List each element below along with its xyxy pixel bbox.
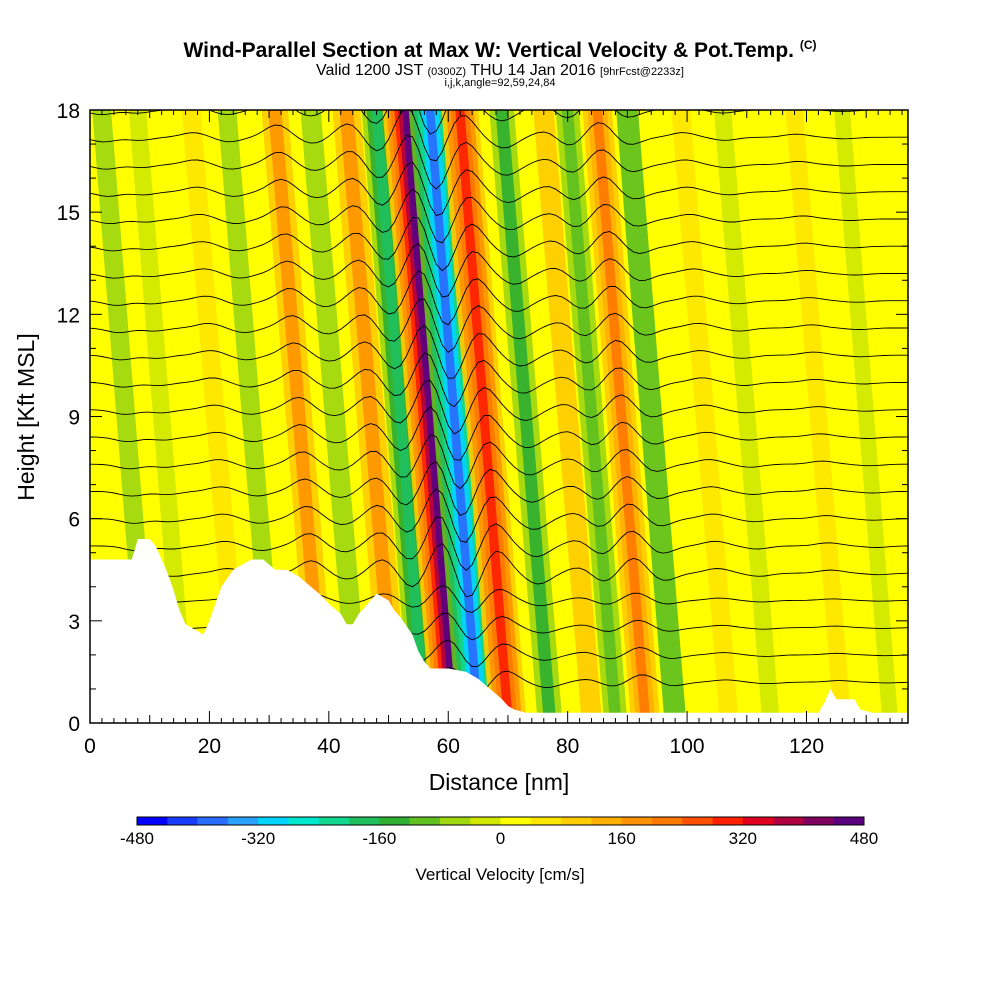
theta-contour-14 [90,270,908,326]
x-tick-label: 0 [84,735,96,758]
x-tick-label: 20 [198,735,221,758]
theta-contour-21 [90,110,908,135]
valid-time: Valid 1200 JST [316,62,424,79]
theta-contour-5 [90,516,908,572]
colorbar-swatch [500,817,532,825]
colorbar-frame [136,816,865,826]
w-band-19-0 [834,110,899,723]
colorbar-tick-label: -160 [362,829,396,848]
colorbar-swatch [773,817,804,825]
chart-subtitle: Valid 1200 JST (0300Z) THU 14 Jan 2016 [… [0,62,1000,80]
colorbar-title: Vertical Velocity [cm/s] [415,865,584,884]
y-tick-label: 18 [57,100,80,123]
y-tick-label: 6 [68,509,80,532]
theta-contour-19 [90,135,908,190]
w-band-2-0 [181,110,249,723]
colorbar-swatch [379,817,410,825]
grid-info: i,j,k,angle=92,59,24,84 [444,77,556,89]
colorbar-swatch [409,817,441,825]
x-tick-label: 40 [317,735,340,758]
w-band-9-4 [425,110,483,723]
colorbar-tick-label: 480 [850,829,878,848]
theta-contour-7 [90,461,908,516]
colorbar-tick-label: -320 [241,829,275,848]
colorbar-swatch [197,817,229,825]
colorbar-tick-label: 160 [607,829,635,848]
theta-contour-16 [90,217,908,272]
colorbar-swatch [682,817,713,825]
colorbar-swatch [470,817,501,825]
colorbar-swatch [439,817,471,825]
x-tick-label: 100 [670,735,705,758]
colorbar-swatch [803,817,835,825]
chart-title: Wind-Parallel Section at Max W: Vertical… [0,38,1000,63]
theta-contour-9 [90,406,908,461]
theta-contour-8 [90,434,908,490]
theta-contour-12 [90,324,908,379]
chart-title-text: Wind-Parallel Section at Max W: Vertical… [183,39,794,62]
colorbar-swatch [742,817,774,825]
y-tick-label: 3 [68,611,80,634]
w-band-1-0 [128,110,195,723]
w-band-6-1 [339,110,402,723]
valid-date: THU 14 Jan 2016 [470,62,596,79]
colorbar-swatch [651,817,683,825]
colorbar-swatch [712,817,744,825]
colorbar: -480 -320 -160 0 160 320 480 [120,816,878,848]
w-band-18-0 [785,110,852,723]
x-tick-label: 80 [556,735,579,758]
theta-contour-17 [90,188,908,244]
colorbar-swatch [137,817,168,825]
copyright-mark: (C) [799,38,817,52]
w-band-17-0 [713,110,780,723]
colorbar-swatch [258,817,289,825]
colorbar-tick-label: -480 [120,829,154,848]
theta-contour-13 [90,298,908,353]
colorbar-tick-label: 320 [729,829,757,848]
axes: 0 20 40 60 80 100 120 0 3 6 9 12 15 18 [57,100,908,758]
w-band-7-2 [371,110,430,723]
colorbar-swatch [227,817,259,825]
colorbar-swatch [833,817,865,825]
x-axis-title: Distance [nm] [429,769,570,795]
w-band-10-3 [455,110,513,723]
theta-contour-20 [90,110,908,162]
w-band-11-1 [495,110,557,723]
colorbar-swatch [288,817,320,825]
plot-area [90,110,908,723]
theta-contour-4 [90,542,908,598]
terrain-mask [90,539,908,723]
x-tick-label: 60 [437,735,460,758]
colorbar-tick-label: 0 [496,829,505,848]
colorbar-swatch [561,817,592,825]
theta-contour-6 [90,488,908,543]
colorbar-swatch [318,817,350,825]
w-band-13-1 [561,110,622,723]
x-tick-label: 120 [789,735,824,758]
theta-contour-18 [90,161,908,217]
w-band-8-5 [402,110,459,723]
theta-contour-10 [90,379,908,435]
colorbar-swatch [591,817,622,825]
y-tick-label: 12 [57,304,80,327]
colorbar-swatch [349,817,380,825]
w-band-4-1 [268,110,330,723]
w-band-5-0 [300,110,370,723]
w-band-14-2 [592,110,651,723]
theta-contour-11 [90,352,908,408]
y-tick-label: 15 [57,202,80,225]
y-tick-label: 9 [68,407,80,430]
w-band-16-0 [671,110,739,723]
colorbar-swatch [621,817,653,825]
colorbar-swatch [167,817,198,825]
forecast-info: [9hrFcst@2233z] [600,66,684,78]
theta-contour-15 [90,242,908,298]
y-tick-label: 0 [68,713,80,736]
valid-utc: (0300Z) [427,66,467,78]
colorbar-swatch [530,817,562,825]
y-axis-title: Height [Kft MSL] [13,333,39,500]
